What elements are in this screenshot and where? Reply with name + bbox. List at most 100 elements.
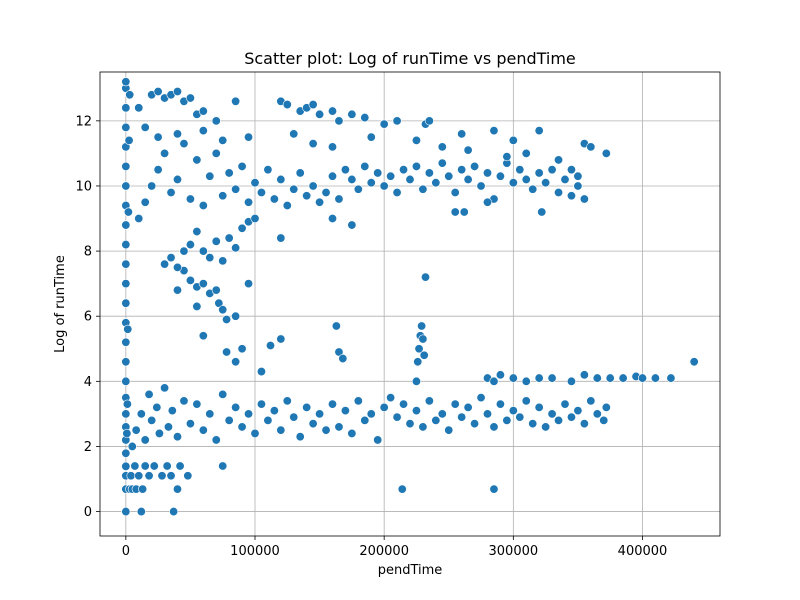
data-point [437,142,447,152]
data-point [198,246,208,256]
data-point [237,344,247,354]
x-tick-label: 0 [122,544,130,559]
data-point [231,357,241,367]
data-point [419,350,429,360]
data-point [347,109,357,119]
data-point [282,396,292,406]
data-point [244,132,254,142]
data-point [157,471,167,481]
data-point [163,422,173,432]
data-point [650,373,660,383]
data-point [347,220,357,230]
data-point [231,184,241,194]
data-point [308,181,318,191]
data-point [166,253,176,263]
data-point [554,415,564,425]
data-point [185,275,195,285]
data-point [308,419,318,429]
data-point [211,116,221,126]
data-point [138,484,148,494]
data-point [601,148,611,158]
data-point [160,148,170,158]
data-point [321,425,331,435]
data-point [431,415,441,425]
chart-title: Scatter plot: Log of runTime vs pendTime [244,49,576,68]
data-point [489,484,499,494]
data-point [411,376,421,386]
data-point [185,419,195,429]
data-point [154,428,164,438]
data-point [411,406,421,416]
data-point [334,116,344,126]
data-point [123,324,133,334]
data-point [198,106,208,116]
data-point [185,240,195,250]
data-point [528,419,538,429]
data-point [413,357,423,367]
data-point [502,152,512,162]
data-point [482,409,492,419]
data-point [231,402,241,412]
data-point [179,396,189,406]
y-tick-label: 10 [75,179,92,194]
data-point [144,389,154,399]
data-point [211,236,221,246]
data-point [560,399,570,409]
data-point [162,461,172,471]
data-point [122,399,132,409]
data-point [340,406,350,416]
data-point [218,191,228,201]
data-point [192,227,202,237]
data-point [637,373,647,383]
data-point [450,187,460,197]
data-point [373,435,383,445]
data-point [457,129,467,139]
data-point [237,223,247,233]
y-tick-label: 12 [75,114,92,129]
data-point [121,337,131,347]
data-point [192,301,202,311]
data-point [599,415,609,425]
data-point [250,428,260,438]
y-tick-label: 0 [84,505,92,520]
data-point [218,135,228,145]
data-point [418,184,428,194]
data-point [302,191,312,201]
data-point [192,155,202,165]
data-point [131,425,141,435]
data-point [450,399,460,409]
data-point [366,132,376,142]
data-point [198,331,208,341]
data-point [547,373,557,383]
data-point [149,461,159,471]
data-point [508,178,518,188]
data-point [140,435,150,445]
data-point [340,165,350,175]
data-point [470,161,480,171]
data-point [123,207,133,217]
data-point [579,194,589,204]
data-point [592,373,602,383]
data-point [198,279,208,289]
data-point [521,396,531,406]
data-point [444,425,454,435]
data-point [411,161,421,171]
data-point [554,155,564,165]
data-point [424,396,434,406]
data-point [222,347,232,357]
data-point [437,158,447,168]
data-point [508,135,518,145]
data-point [121,181,131,191]
data-point [231,96,241,106]
data-point [482,197,492,207]
data-point [476,393,486,403]
data-point [437,409,447,419]
data-point [185,194,195,204]
data-point [392,412,402,422]
data-point [566,191,576,201]
data-point [534,126,544,136]
data-point [334,347,344,357]
data-point [666,373,676,383]
data-point [222,314,232,324]
